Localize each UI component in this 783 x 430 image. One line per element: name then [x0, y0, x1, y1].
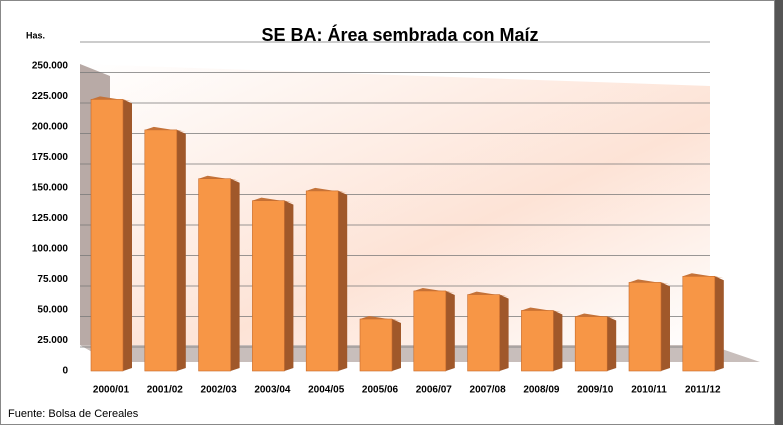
bar: [521, 310, 554, 372]
bar-top: [467, 291, 509, 297]
bar: [359, 318, 393, 372]
y-tick-label: 75.000: [37, 274, 68, 285]
bar-top: [252, 197, 294, 203]
bar-top: [575, 313, 617, 319]
bar-side: [499, 294, 509, 371]
y-tick-label: 175.000: [32, 152, 69, 163]
bar-side: [392, 319, 401, 371]
bar: [628, 282, 662, 372]
bar-side: [714, 276, 724, 371]
bar-side: [338, 190, 348, 371]
bar-side: [230, 178, 240, 371]
bar: [574, 316, 608, 372]
bar: [467, 294, 500, 372]
y-tick-label: 200.000: [32, 122, 69, 133]
x-tick-label: 2007/08: [470, 385, 507, 396]
x-tick-label: 2006/07: [416, 385, 453, 396]
bar-top: [91, 96, 132, 102]
source: Fuente: Bolsa de Cereales: [8, 408, 139, 420]
x-tick-label: 2011/12: [685, 385, 721, 396]
bar-top: [413, 287, 455, 293]
x-tick-label: 2002/03: [201, 385, 238, 396]
bar-top: [144, 126, 186, 132]
y-tick-label: 250.000: [32, 61, 69, 72]
x-tick-label: 2008/09: [523, 385, 560, 396]
y-tick-label: 125.000: [32, 213, 69, 224]
bar-side: [445, 290, 455, 371]
x-tick-label: 2009/10: [577, 385, 614, 396]
x-tick-label: 2000/01: [93, 385, 130, 396]
bar: [413, 290, 447, 372]
y-tick-label: 225.000: [32, 91, 69, 102]
bar-side: [123, 99, 132, 372]
frame-shadow: [775, 0, 783, 425]
y-axis-label: Has.: [26, 30, 45, 40]
bar-top: [521, 307, 563, 313]
x-tick-label: 2010/11: [631, 385, 667, 396]
bar: [682, 275, 716, 372]
bar-top: [629, 279, 670, 285]
x-tick-label: 2005/06: [362, 385, 399, 396]
bar-side: [176, 129, 186, 371]
x-tick-label: 2003/04: [254, 385, 291, 396]
chart-title: SE BA: Área sembrada con Maíz: [261, 24, 538, 45]
bar: [305, 190, 339, 372]
y-tick-label: 100.000: [32, 244, 69, 255]
bar: [252, 200, 285, 372]
bar-top: [198, 175, 240, 181]
y-tick-label: 0: [62, 366, 68, 377]
bar-side: [661, 282, 670, 371]
y-tick-label: 150.000: [32, 183, 69, 194]
y-tick-label: 25.000: [37, 335, 68, 346]
bar-side: [553, 310, 563, 371]
bar-top: [682, 273, 724, 279]
x-tick-label: 2001/02: [147, 385, 184, 396]
bar: [198, 178, 231, 372]
bar-top: [360, 316, 401, 321]
x-tick-label: 2004/05: [308, 385, 345, 396]
bar-side: [607, 316, 617, 371]
bar: [90, 99, 124, 372]
bar-top: [306, 187, 348, 193]
y-tick-label: 50.000: [37, 305, 68, 316]
bar: [144, 129, 178, 372]
bar-side: [284, 200, 294, 371]
